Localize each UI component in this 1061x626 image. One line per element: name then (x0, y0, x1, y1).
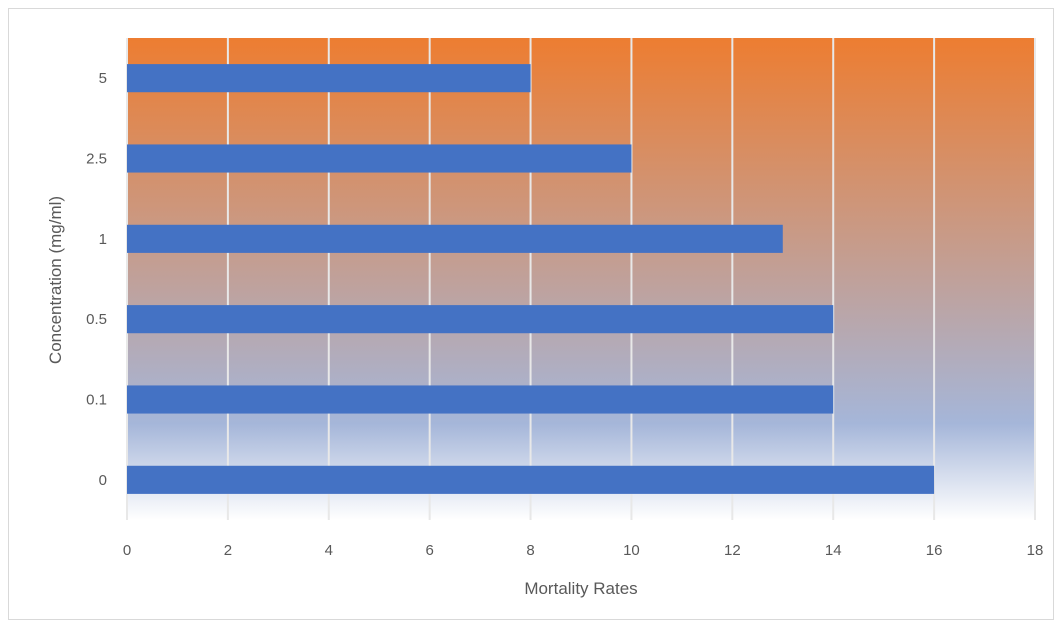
x-tick-label: 10 (623, 542, 640, 559)
y-tick-label: 2.5 (86, 151, 107, 168)
x-axis-ticks: 0 2 4 6 8 10 12 14 16 18 (123, 542, 1044, 559)
bars (127, 64, 935, 494)
x-axis-title: Mortality Rates (524, 579, 637, 598)
plot-area-background (127, 38, 1035, 520)
bar-0 (127, 465, 935, 494)
x-tick-label: 18 (1027, 542, 1044, 559)
y-axis-title: Concentration (mg/ml) (46, 196, 65, 364)
y-tick-label: 5 (99, 70, 107, 87)
y-tick-label: 0 (99, 472, 107, 489)
bar-5 (127, 64, 531, 93)
bar-0-1 (127, 385, 834, 414)
y-axis-ticks: 0 0.1 0.5 1 2.5 5 (86, 70, 107, 489)
x-tick-label: 6 (425, 542, 433, 559)
gridlines (126, 38, 1036, 520)
x-tick-label: 14 (825, 542, 842, 559)
x-tick-label: 12 (724, 542, 741, 559)
bar-1 (127, 224, 783, 253)
bar-2-5 (127, 144, 632, 173)
y-tick-label: 0.5 (86, 311, 107, 328)
bar-0-5 (127, 305, 834, 334)
x-tick-label: 4 (325, 542, 333, 559)
x-tick-label: 16 (926, 542, 943, 559)
y-tick-label: 1 (99, 231, 107, 248)
y-tick-label: 0.1 (86, 392, 107, 409)
x-tick-label: 8 (526, 542, 534, 559)
x-tick-label: 0 (123, 542, 131, 559)
x-tick-label: 2 (224, 542, 232, 559)
